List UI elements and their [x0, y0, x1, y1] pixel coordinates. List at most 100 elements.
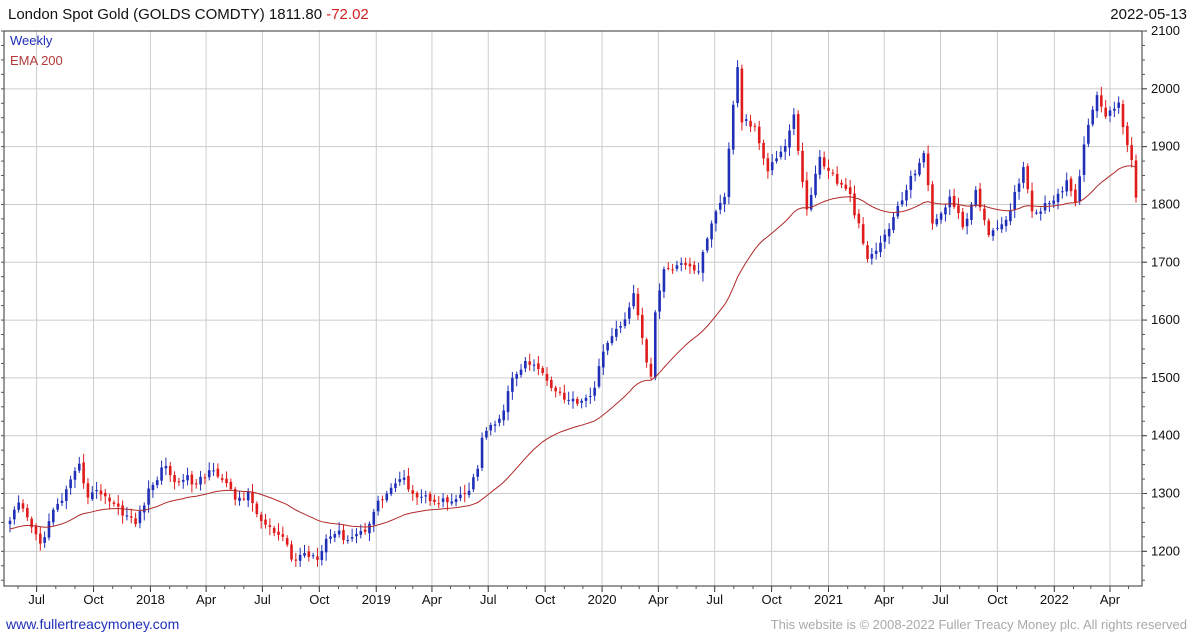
- candle-up: [147, 488, 150, 505]
- candle-down: [259, 514, 263, 521]
- candle-down: [194, 483, 198, 485]
- candle-up: [744, 119, 748, 121]
- candle-up: [60, 500, 64, 503]
- candle-down: [129, 516, 133, 518]
- candle-up: [350, 537, 354, 539]
- candle-down: [931, 184, 934, 224]
- y-tick-label: 1800: [1151, 196, 1180, 211]
- candle-up: [480, 437, 484, 468]
- candle-down: [30, 518, 33, 528]
- candle-up: [1004, 219, 1008, 227]
- candle-up: [333, 534, 337, 538]
- candle-down: [1074, 189, 1077, 203]
- y-axis: 1200 1300 1400 1500 1600 1700 1800 1900 2000 2100: [1, 23, 1180, 581]
- candle-up: [736, 67, 739, 104]
- y-tick-label: 1900: [1151, 139, 1180, 154]
- candle-up: [918, 162, 921, 175]
- candle-up: [125, 515, 129, 517]
- candle-up: [151, 484, 155, 491]
- candle-up: [1113, 108, 1116, 111]
- candle-down: [134, 518, 137, 525]
- candle-up: [207, 470, 211, 478]
- candle-down: [1130, 145, 1133, 161]
- candle-up: [874, 250, 878, 254]
- chart-date: 2022-05-13: [1110, 6, 1187, 23]
- candle-up: [389, 487, 393, 495]
- candle-down: [550, 380, 553, 389]
- chart-title: London Spot Gold (GOLDS COMDTY) 1811.80 …: [8, 6, 369, 23]
- candle-up: [43, 537, 46, 543]
- candle-down: [255, 503, 259, 515]
- candle-down: [753, 125, 757, 127]
- candle-down: [268, 525, 272, 527]
- candle-up: [701, 252, 705, 273]
- candle-down: [636, 293, 640, 316]
- candle-up: [402, 477, 406, 480]
- candle-up: [311, 555, 315, 557]
- candle-up: [372, 511, 376, 525]
- candle-down: [757, 126, 761, 144]
- candle-up: [589, 396, 592, 398]
- candle-up: [476, 468, 480, 477]
- candle-down: [381, 499, 384, 501]
- candle-up: [662, 269, 666, 292]
- x-tick-label: Jul: [932, 592, 949, 607]
- candle-down: [103, 492, 107, 497]
- candle-down: [82, 462, 85, 484]
- x-tick-label: Apr: [874, 592, 895, 607]
- y-tick-label: 2100: [1151, 23, 1180, 38]
- candle-up: [298, 554, 302, 561]
- candle-down: [649, 363, 653, 377]
- candle-down: [190, 474, 194, 485]
- candle-up: [571, 398, 575, 402]
- y-tick-label: 2000: [1151, 81, 1180, 96]
- candle-up: [913, 173, 917, 176]
- y-tick-label: 1700: [1151, 254, 1180, 269]
- candle-up: [450, 501, 454, 504]
- candle-down: [987, 220, 991, 236]
- candle-down: [961, 211, 965, 228]
- candle-up: [879, 242, 882, 253]
- candle-down: [1069, 178, 1073, 192]
- y-tick-label: 1600: [1151, 312, 1180, 327]
- candle-down: [671, 269, 674, 271]
- candle-up: [246, 491, 250, 501]
- candle-up: [900, 200, 904, 205]
- candle-up: [359, 531, 363, 535]
- candle-up: [502, 410, 506, 421]
- candle-up: [896, 205, 900, 217]
- legend-ema: EMA 200: [10, 53, 63, 68]
- candle-up: [892, 217, 895, 231]
- candle-down: [428, 494, 432, 502]
- candle-down: [749, 120, 752, 127]
- candle-up: [935, 218, 939, 225]
- candle-up: [653, 312, 657, 378]
- y-tick-label: 1300: [1151, 486, 1180, 501]
- site-link[interactable]: www.fullertreacymoney.com: [6, 616, 180, 632]
- candle-up: [697, 271, 700, 273]
- ema-200-line: [9, 165, 1137, 530]
- candle-up: [212, 470, 215, 472]
- candle-up: [164, 465, 168, 469]
- candle-down: [840, 182, 843, 185]
- candle-down: [285, 538, 289, 545]
- candle-up: [632, 293, 635, 307]
- candle-down: [433, 499, 436, 502]
- x-tick-label: Jul: [480, 592, 497, 607]
- candle-down: [853, 193, 856, 216]
- candle-up: [424, 495, 428, 497]
- candle-up: [1082, 144, 1086, 175]
- candle-down: [277, 531, 280, 535]
- candle-up: [532, 364, 536, 366]
- candle-up: [922, 153, 926, 163]
- candle-up: [485, 430, 488, 438]
- candle-up: [368, 523, 371, 534]
- candle-down: [203, 477, 207, 479]
- candle-down: [558, 391, 562, 393]
- candle-down: [294, 559, 298, 561]
- candle-up: [567, 399, 570, 401]
- x-tick-label: Oct: [535, 592, 556, 607]
- candle-up: [1108, 110, 1112, 116]
- candle-down: [216, 468, 220, 477]
